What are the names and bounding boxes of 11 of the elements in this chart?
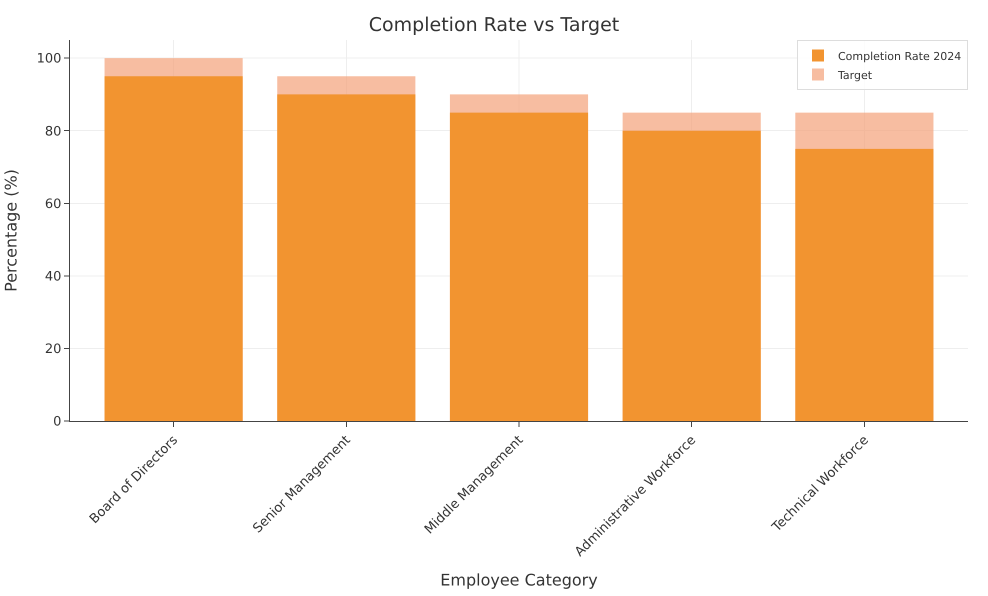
x-axis-title: Employee Category bbox=[440, 570, 598, 590]
y-axis-title: Percentage (%) bbox=[1, 169, 20, 292]
legend-label: Target bbox=[837, 68, 873, 82]
legend-label: Completion Rate 2024 bbox=[838, 50, 962, 63]
y-tick-label: 80 bbox=[44, 124, 62, 140]
y-tick-label: 0 bbox=[53, 414, 62, 430]
y-tick-label: 100 bbox=[36, 52, 62, 67]
y-tick-label: 20 bbox=[44, 342, 62, 357]
y-tick-label: 60 bbox=[44, 196, 62, 212]
y-tick-label: 40 bbox=[44, 269, 62, 284]
chart-title: Completion Rate vs Target bbox=[368, 14, 620, 36]
